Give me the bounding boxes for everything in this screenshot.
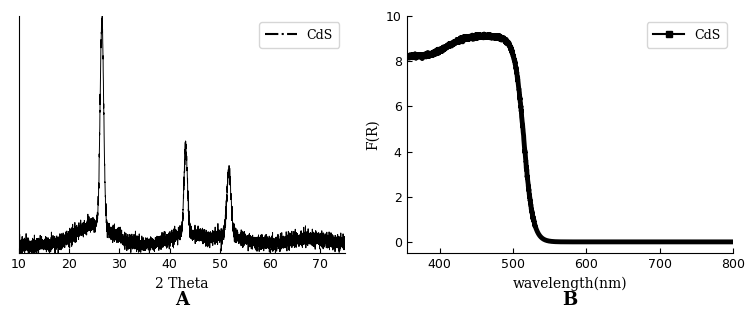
Text: B: B bbox=[562, 291, 578, 309]
X-axis label: wavelength(nm): wavelength(nm) bbox=[513, 276, 627, 291]
Text: A: A bbox=[175, 291, 189, 309]
Legend: CdS: CdS bbox=[259, 22, 339, 48]
Y-axis label: F(R): F(R) bbox=[366, 119, 380, 150]
Legend: CdS: CdS bbox=[646, 22, 727, 48]
X-axis label: 2 Theta: 2 Theta bbox=[156, 276, 209, 291]
